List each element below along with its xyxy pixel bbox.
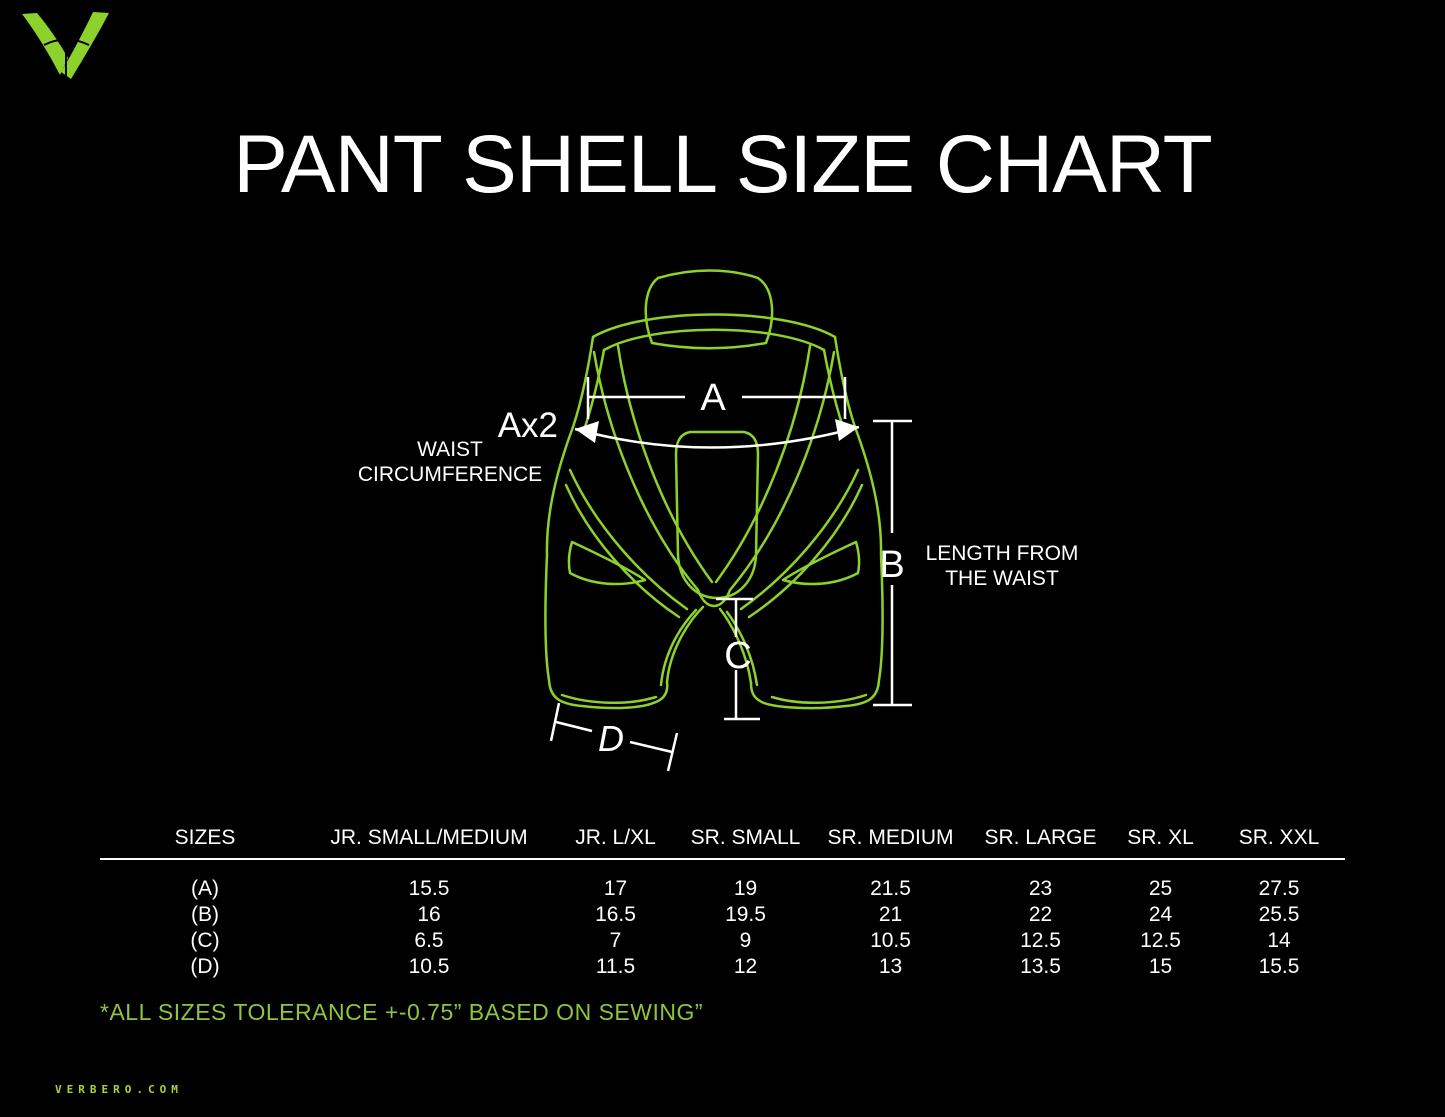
cell: 12: [733, 955, 758, 978]
cell: 6.5: [414, 929, 444, 952]
cell: 17: [603, 877, 628, 900]
table-row-b: (B) 16 16.5 19.5 21 22 24 25.5: [100, 902, 1345, 928]
measure-c: [716, 597, 760, 721]
label-length-line1: LENGTH FROM: [926, 542, 1079, 565]
col-header-sr-xl: SR. XL: [1127, 826, 1194, 849]
website-label: VERBERO.COM: [55, 1083, 183, 1096]
label-length-line2: THE WAIST: [945, 567, 1059, 590]
cell: 15: [1148, 955, 1173, 978]
label-c: C: [724, 635, 751, 677]
cell: 22: [1028, 903, 1053, 926]
col-header-sizes: SIZES: [174, 826, 236, 849]
cell: 15.5: [1258, 955, 1300, 978]
cell: 16.5: [595, 903, 636, 926]
size-table: SIZES JR. SMALL/MEDIUM JR. L/XL SR. SMAL…: [100, 820, 1345, 980]
cell: 14: [1267, 929, 1291, 952]
verbero-logo-icon: [22, 12, 109, 79]
table-row-d: (D) 10.5 11.5 12 13 13.5 15 15.5: [100, 954, 1345, 980]
col-header-jr-sm: JR. SMALL/MEDIUM: [330, 826, 528, 849]
cell: 12.5: [1020, 929, 1061, 952]
size-table-header: SIZES JR. SMALL/MEDIUM JR. L/XL SR. SMAL…: [100, 820, 1345, 856]
cell: 13: [878, 955, 903, 978]
measure-ax2: [574, 419, 860, 449]
cell: 24: [1148, 903, 1173, 926]
cell: 27.5: [1258, 877, 1300, 900]
table-row-a: (A) 15.5 17 19 21.5 23 25 27.5: [100, 876, 1345, 902]
cell: 10.5: [408, 955, 450, 978]
label-a: A: [700, 377, 726, 419]
col-header-sr-m: SR. MEDIUM: [827, 826, 954, 849]
cell: 19.5: [725, 903, 766, 926]
header-divider: [100, 858, 1345, 860]
col-header-sr-l: SR. LARGE: [984, 826, 1097, 849]
pant-outline: [544, 269, 884, 710]
cell: 16: [417, 903, 441, 926]
cell: 25.5: [1258, 903, 1300, 926]
measure-b: [873, 419, 912, 707]
row-label: (D): [190, 955, 220, 978]
cell: 9: [739, 929, 752, 952]
tolerance-footnote: *ALL SIZES TOLERANCE +-0.75” BASED ON SE…: [100, 999, 704, 1025]
pant-measurement-diagram: A Ax2 WAIST CIRCUMFERENCE B LENGTH FROM …: [358, 269, 1079, 772]
cell: 21.5: [870, 877, 911, 900]
col-header-sr-xxl: SR. XXL: [1238, 826, 1320, 849]
page-title: PANT SHELL SIZE CHART: [233, 119, 1212, 210]
cell: 23: [1028, 877, 1053, 900]
measure-a: [586, 377, 847, 419]
row-label: (A): [191, 877, 219, 900]
row-label: (B): [191, 903, 219, 926]
table-row-c: (C) 6.5 7 9 10.5 12.5 12.5 14: [100, 928, 1345, 954]
cell: 13.5: [1020, 955, 1061, 978]
row-label: (C): [190, 929, 220, 952]
size-table-body: (A) 15.5 17 19 21.5 23 25 27.5 (B) 16 16…: [100, 876, 1345, 980]
cell: 10.5: [870, 929, 911, 952]
label-waist-line2: CIRCUMFERENCE: [358, 463, 542, 486]
label-ax2: Ax2: [498, 406, 558, 445]
label-waist-line1: WAIST: [417, 438, 483, 461]
measure-d: [549, 702, 679, 772]
cell: 25: [1148, 877, 1173, 900]
cell: 21: [878, 903, 903, 926]
label-b: B: [879, 544, 904, 586]
cell: 11.5: [595, 955, 636, 978]
col-header-jr-lxl: JR. L/XL: [575, 826, 656, 849]
label-d: D: [598, 718, 624, 759]
cell: 15.5: [408, 877, 450, 900]
col-header-sr-s: SR. SMALL: [690, 826, 801, 849]
cell: 7: [609, 929, 622, 952]
cell: 19: [733, 877, 758, 900]
cell: 12.5: [1140, 929, 1181, 952]
